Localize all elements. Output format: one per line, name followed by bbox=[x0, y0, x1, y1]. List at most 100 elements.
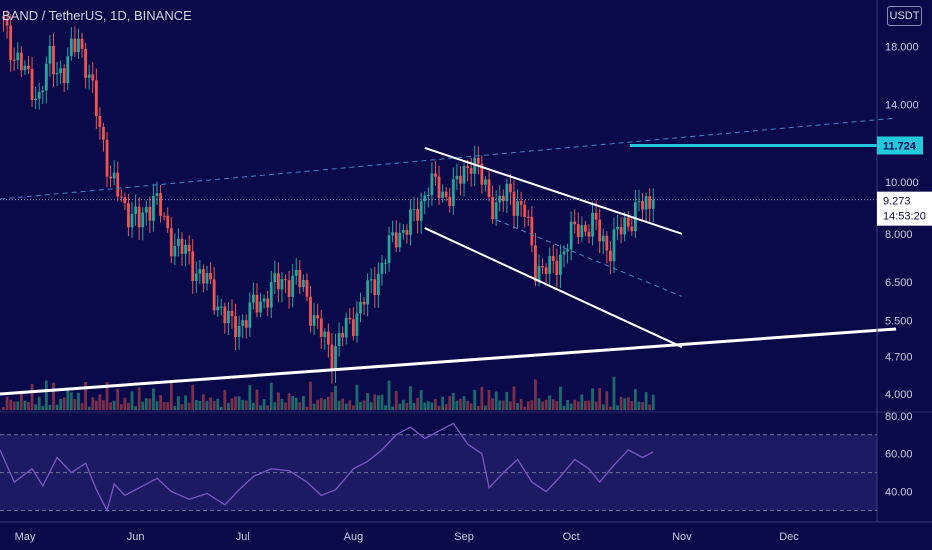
volume-bar bbox=[298, 402, 302, 410]
candlestick-series[interactable] bbox=[2, 10, 655, 384]
volume-bar bbox=[498, 400, 502, 410]
candle-body bbox=[37, 92, 41, 99]
candle-body bbox=[494, 202, 498, 220]
volume-bar bbox=[280, 398, 284, 410]
target-level-badge bbox=[877, 136, 923, 155]
volume-bar bbox=[66, 387, 70, 410]
dashed-trendline bbox=[0, 117, 897, 200]
volume-bar bbox=[559, 386, 562, 410]
candle-body bbox=[80, 38, 84, 49]
volume-bar bbox=[212, 400, 216, 410]
volume-bar bbox=[444, 404, 448, 410]
trendline bbox=[0, 327, 897, 396]
candle-body bbox=[34, 98, 38, 101]
candle-body bbox=[148, 206, 152, 221]
candle-body bbox=[105, 139, 109, 177]
candle-body bbox=[512, 192, 516, 216]
candle-body bbox=[191, 251, 195, 281]
trendlines[interactable] bbox=[0, 117, 897, 396]
volume-bar bbox=[80, 403, 84, 410]
candle-body bbox=[341, 332, 345, 338]
candle-body bbox=[376, 273, 380, 295]
candle-body bbox=[498, 195, 502, 203]
volume-bar bbox=[473, 389, 477, 410]
volume-bar bbox=[566, 399, 569, 410]
target-level-label: 11.724 bbox=[883, 140, 917, 152]
volume-bar bbox=[177, 396, 180, 410]
volume-bar bbox=[77, 392, 80, 410]
candle-body bbox=[312, 315, 316, 326]
trendline bbox=[424, 227, 683, 348]
volume-bar bbox=[109, 402, 112, 410]
volume-bar bbox=[69, 392, 73, 410]
volume-bar bbox=[484, 405, 487, 410]
candle-body bbox=[134, 206, 137, 214]
candle-body bbox=[334, 346, 337, 371]
candle-body bbox=[387, 235, 391, 263]
candle-body bbox=[216, 306, 220, 311]
volume-bar bbox=[105, 382, 109, 410]
volume-bar bbox=[262, 399, 266, 410]
time-tick-label: Dec bbox=[779, 531, 799, 543]
volume-bar bbox=[591, 388, 594, 410]
dashed-trendline bbox=[496, 219, 683, 297]
price-tick-label: 8.000 bbox=[885, 229, 913, 241]
candle-body bbox=[219, 306, 223, 308]
volume-bar bbox=[380, 394, 384, 410]
volume-bar bbox=[59, 398, 63, 410]
volume-bar bbox=[462, 396, 466, 410]
candle-body bbox=[94, 80, 98, 117]
candle-body bbox=[137, 206, 141, 228]
candle-body bbox=[109, 176, 112, 179]
candle-body bbox=[416, 209, 420, 221]
volume-bar bbox=[273, 402, 277, 410]
candle-body bbox=[594, 212, 598, 220]
candle-body bbox=[373, 279, 377, 295]
currency-button[interactable]: USDT bbox=[887, 6, 922, 26]
candle-body bbox=[301, 279, 305, 288]
volume-bar bbox=[594, 401, 598, 410]
candle-body bbox=[5, 18, 9, 26]
candle-body bbox=[255, 294, 259, 313]
volume-bar bbox=[541, 401, 544, 410]
candle-body bbox=[405, 230, 409, 235]
volume-bar bbox=[248, 385, 252, 410]
volume-bar bbox=[341, 398, 345, 410]
volume-bar bbox=[569, 403, 573, 410]
candle-body bbox=[616, 226, 619, 230]
time-tick-label: Jun bbox=[127, 531, 145, 543]
volume-bar bbox=[84, 381, 88, 410]
volume-bar bbox=[605, 391, 609, 410]
volume-bar bbox=[441, 396, 445, 410]
candle-body bbox=[566, 249, 569, 252]
candle-body bbox=[262, 298, 266, 302]
candle-body bbox=[234, 316, 237, 337]
volume-bar bbox=[119, 404, 123, 410]
candle-body bbox=[19, 52, 23, 71]
volume-bar bbox=[19, 392, 23, 410]
volume-bar bbox=[87, 406, 91, 410]
volume-bar bbox=[423, 402, 427, 410]
volume-bar bbox=[355, 384, 359, 410]
candle-body bbox=[144, 206, 148, 213]
volume-bar bbox=[494, 391, 498, 410]
volume-bar bbox=[48, 404, 52, 410]
candle-body bbox=[487, 179, 491, 197]
volume-bar bbox=[387, 380, 391, 410]
volume-bar bbox=[316, 399, 320, 410]
candle-body bbox=[423, 195, 427, 202]
volume-bar bbox=[244, 400, 248, 410]
candle-body bbox=[330, 344, 334, 371]
rsi-tick-label: 40.00 bbox=[885, 487, 913, 499]
volume-bar bbox=[580, 394, 584, 410]
rsi-panel[interactable] bbox=[0, 411, 932, 513]
candle-body bbox=[559, 254, 562, 275]
volume-bar bbox=[205, 400, 209, 410]
volume-bar bbox=[259, 405, 262, 410]
candle-body bbox=[573, 221, 577, 225]
candle-body bbox=[280, 279, 284, 290]
volume-bar bbox=[609, 406, 612, 410]
price-tick-label: 14.000 bbox=[885, 99, 919, 111]
candle-body bbox=[326, 331, 330, 345]
